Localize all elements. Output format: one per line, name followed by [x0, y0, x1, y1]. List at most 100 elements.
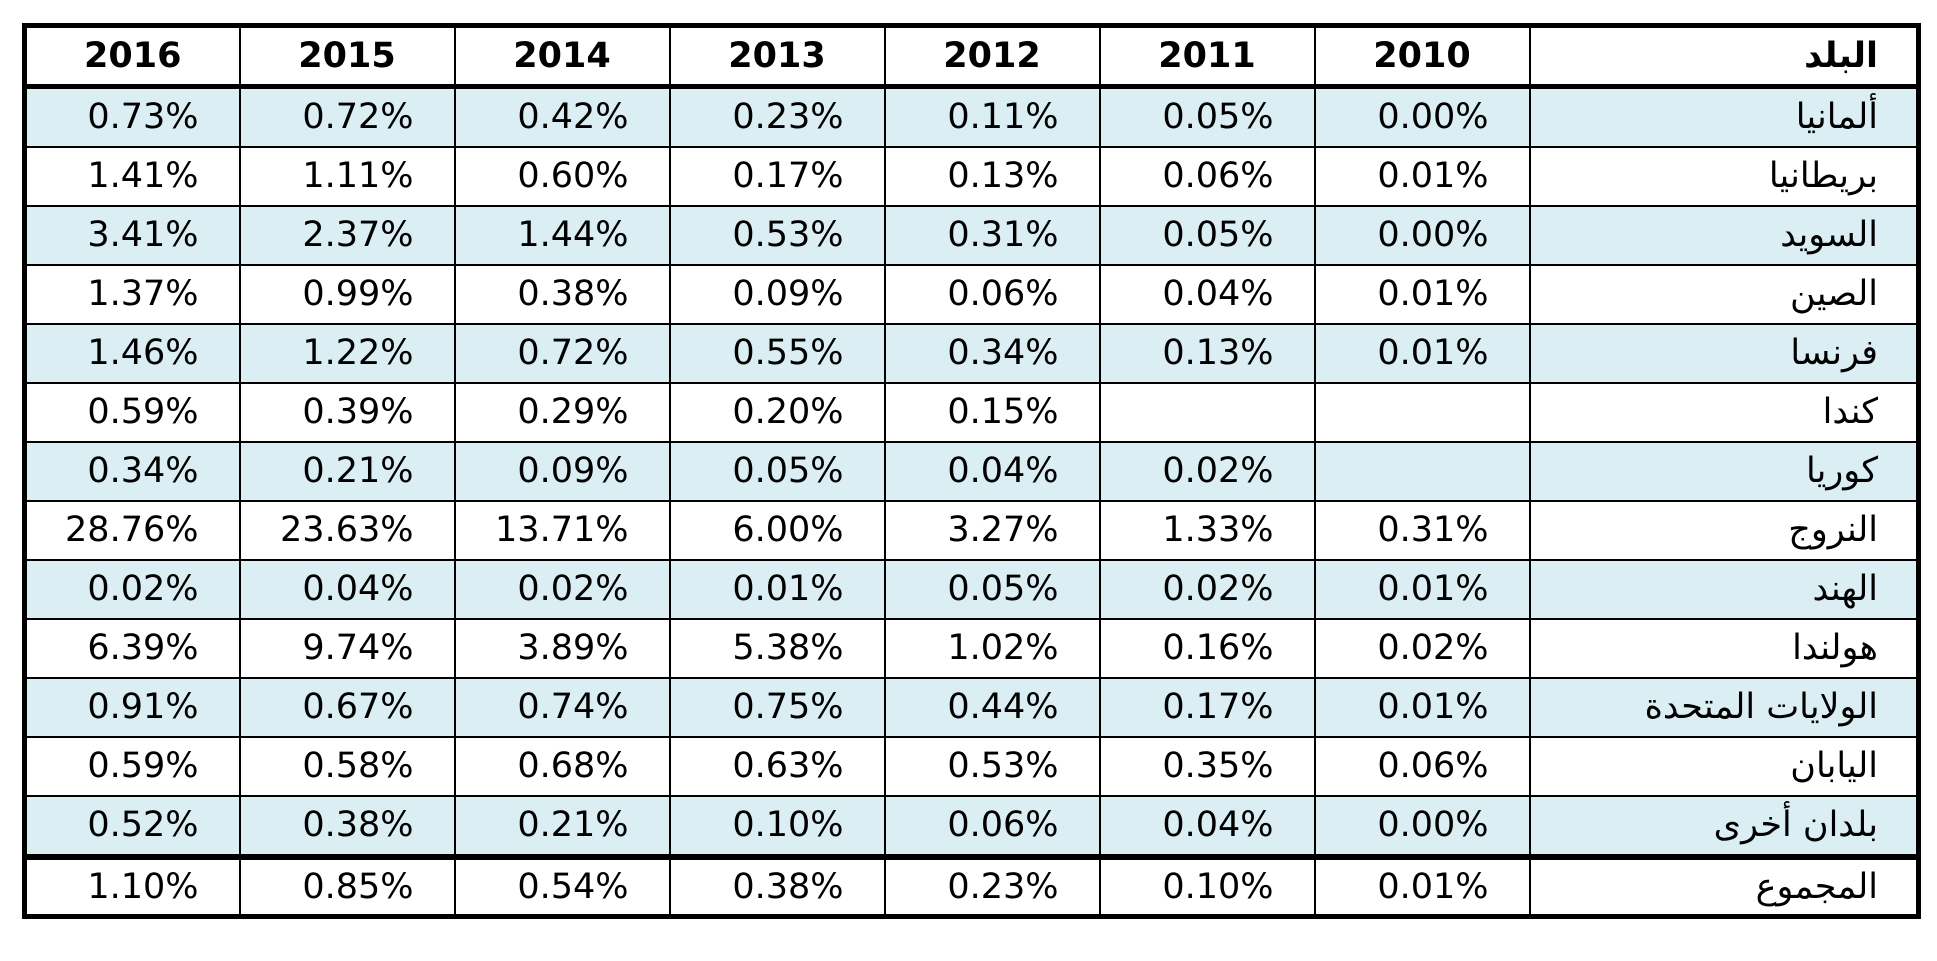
table-cell-value: 0.01%	[1313, 559, 1531, 620]
table-cell-value: 0.21%	[238, 441, 456, 502]
table-cell-value: 1.22%	[238, 323, 456, 384]
table-cell-country: النروج	[1528, 500, 1919, 561]
table-cell-value: 0.09%	[668, 264, 886, 325]
table-cell-value	[1098, 382, 1316, 443]
table-cell-value: 0.59%	[24, 736, 241, 797]
header-year-2016: 2016	[24, 24, 241, 89]
table-cell-value: 0.01%	[1313, 264, 1531, 325]
table-cell-value: 0.17%	[1098, 677, 1316, 738]
data-table: 2016 2015 2014 2013 2012 2011 2010 البلد…	[22, 23, 1921, 919]
table-cell-value: 0.34%	[883, 323, 1101, 384]
table-cell-value: 3.89%	[453, 618, 671, 679]
table-cell-value: 0.16%	[1098, 618, 1316, 679]
table-cell-value: 0.34%	[24, 441, 241, 502]
table-cell-value: 0.29%	[453, 382, 671, 443]
table-cell-value: 1.33%	[1098, 500, 1316, 561]
table-cell-value: 3.27%	[883, 500, 1101, 561]
table-cell-value: 0.06%	[883, 264, 1101, 325]
table-cell-value: 0.05%	[1098, 85, 1316, 148]
table-cell-value: 0.04%	[883, 441, 1101, 502]
table-cell-value: 0.63%	[668, 736, 886, 797]
header-row: 2016 2015 2014 2013 2012 2011 2010 البلد	[24, 24, 1919, 89]
table-row: 28.76% 23.63% 13.71% 6.00% 3.27% 1.33% 0.31% ال…	[24, 500, 1919, 561]
table-cell-value: 0.39%	[238, 382, 456, 443]
table-row: 0.73% 0.72% 0.42% 0.23% 0.11% 0.05% 0.00% ألمان…	[24, 85, 1919, 148]
table-cell-value: 0.73%	[24, 85, 241, 148]
table-cell-value: 0.38%	[453, 264, 671, 325]
table-cell-value: 0.38%	[238, 795, 456, 858]
table-row: 0.59% 0.39% 0.29% 0.20% 0.15% كندا	[24, 382, 1919, 443]
total-cell-label: المجموع	[1528, 854, 1919, 918]
table-row: 6.39% 9.74% 3.89% 5.38% 1.02% 0.16% 0.02% هولند…	[24, 618, 1919, 679]
table-row: 0.52% 0.38% 0.21% 0.10% 0.06% 0.04% 0.00% بلدان…	[24, 795, 1919, 858]
table-cell-value: 13.71%	[453, 500, 671, 561]
table-cell-value: 0.55%	[668, 323, 886, 384]
table-row: 0.34% 0.21% 0.09% 0.05% 0.04% 0.02% كوريا	[24, 441, 1919, 502]
table-cell-value: 0.00%	[1313, 205, 1531, 266]
total-cell-value: 0.85%	[238, 854, 456, 918]
table-cell-value: 2.37%	[238, 205, 456, 266]
table-cell-value: 0.09%	[453, 441, 671, 502]
table-cell-value: 0.00%	[1313, 85, 1531, 148]
table-cell-value: 0.02%	[24, 559, 241, 620]
table-cell-value: 0.05%	[668, 441, 886, 502]
table-cell-value: 0.01%	[1313, 323, 1531, 384]
table-cell-value: 0.05%	[1098, 205, 1316, 266]
table-cell-value: 3.41%	[24, 205, 241, 266]
table-cell-value: 28.76%	[24, 500, 241, 561]
table-cell-value: 0.02%	[1098, 441, 1316, 502]
table-cell-value: 0.05%	[883, 559, 1101, 620]
table-cell-value: 0.91%	[24, 677, 241, 738]
total-cell-value: 1.10%	[24, 854, 241, 918]
table-cell-value: 0.99%	[238, 264, 456, 325]
table-cell-value: 1.46%	[24, 323, 241, 384]
table-cell-value: 1.41%	[24, 146, 241, 207]
table-cell-value: 0.06%	[1098, 146, 1316, 207]
table-cell-country: كوريا	[1528, 441, 1919, 502]
table-cell-value: 1.44%	[453, 205, 671, 266]
header-year-2010: 2010	[1313, 24, 1531, 89]
table-cell-value: 0.04%	[238, 559, 456, 620]
table-cell-value: 1.02%	[883, 618, 1101, 679]
table-cell-value: 0.00%	[1313, 795, 1531, 858]
table-cell-value: 23.63%	[238, 500, 456, 561]
total-cell-value: 0.10%	[1098, 854, 1316, 918]
table-row: 1.46% 1.22% 0.72% 0.55% 0.34% 0.13% 0.01% فرنسا	[24, 323, 1919, 384]
data-table-container: 2016 2015 2014 2013 2012 2011 2010 البلد…	[22, 23, 1921, 919]
header-year-2013: 2013	[668, 24, 886, 89]
table-cell-value: 0.52%	[24, 795, 241, 858]
table-cell-country: كندا	[1528, 382, 1919, 443]
table-cell-value	[1313, 441, 1531, 502]
table-cell-value: 1.37%	[24, 264, 241, 325]
table-cell-country: الهند	[1528, 559, 1919, 620]
table-cell-value: 0.13%	[883, 146, 1101, 207]
table-cell-value: 0.72%	[238, 85, 456, 148]
table-cell-value	[1313, 382, 1531, 443]
table-cell-value: 0.35%	[1098, 736, 1316, 797]
table-cell-value: 0.53%	[668, 205, 886, 266]
table-row: 3.41% 2.37% 1.44% 0.53% 0.31% 0.05% 0.00% السوي…	[24, 205, 1919, 266]
table-row: 1.37% 0.99% 0.38% 0.09% 0.06% 0.04% 0.01% الصين	[24, 264, 1919, 325]
header-year-2012: 2012	[883, 24, 1101, 89]
table-cell-value: 0.31%	[1313, 500, 1531, 561]
table-cell-value: 6.00%	[668, 500, 886, 561]
header-year-2015: 2015	[238, 24, 456, 89]
total-cell-value: 0.54%	[453, 854, 671, 918]
table-row: 0.59% 0.58% 0.68% 0.63% 0.53% 0.35% 0.06% الياب…	[24, 736, 1919, 797]
table-row: 1.41% 1.11% 0.60% 0.17% 0.13% 0.06% 0.01% بريطا…	[24, 146, 1919, 207]
table-cell-value: 0.04%	[1098, 264, 1316, 325]
table-cell-value: 0.58%	[238, 736, 456, 797]
table-cell-country: ألمانيا	[1528, 85, 1919, 148]
header-year-2011: 2011	[1098, 24, 1316, 89]
table-cell-value: 0.02%	[1313, 618, 1531, 679]
total-cell-value: 0.38%	[668, 854, 886, 918]
table-cell-country: السويد	[1528, 205, 1919, 266]
table-cell-value: 0.42%	[453, 85, 671, 148]
table-cell-value: 0.01%	[668, 559, 886, 620]
table-cell-country: هولندا	[1528, 618, 1919, 679]
table-cell-value: 0.01%	[1313, 146, 1531, 207]
table-cell-value: 9.74%	[238, 618, 456, 679]
table-cell-value: 0.06%	[1313, 736, 1531, 797]
table-cell-value: 0.01%	[1313, 677, 1531, 738]
table-cell-value: 0.02%	[453, 559, 671, 620]
